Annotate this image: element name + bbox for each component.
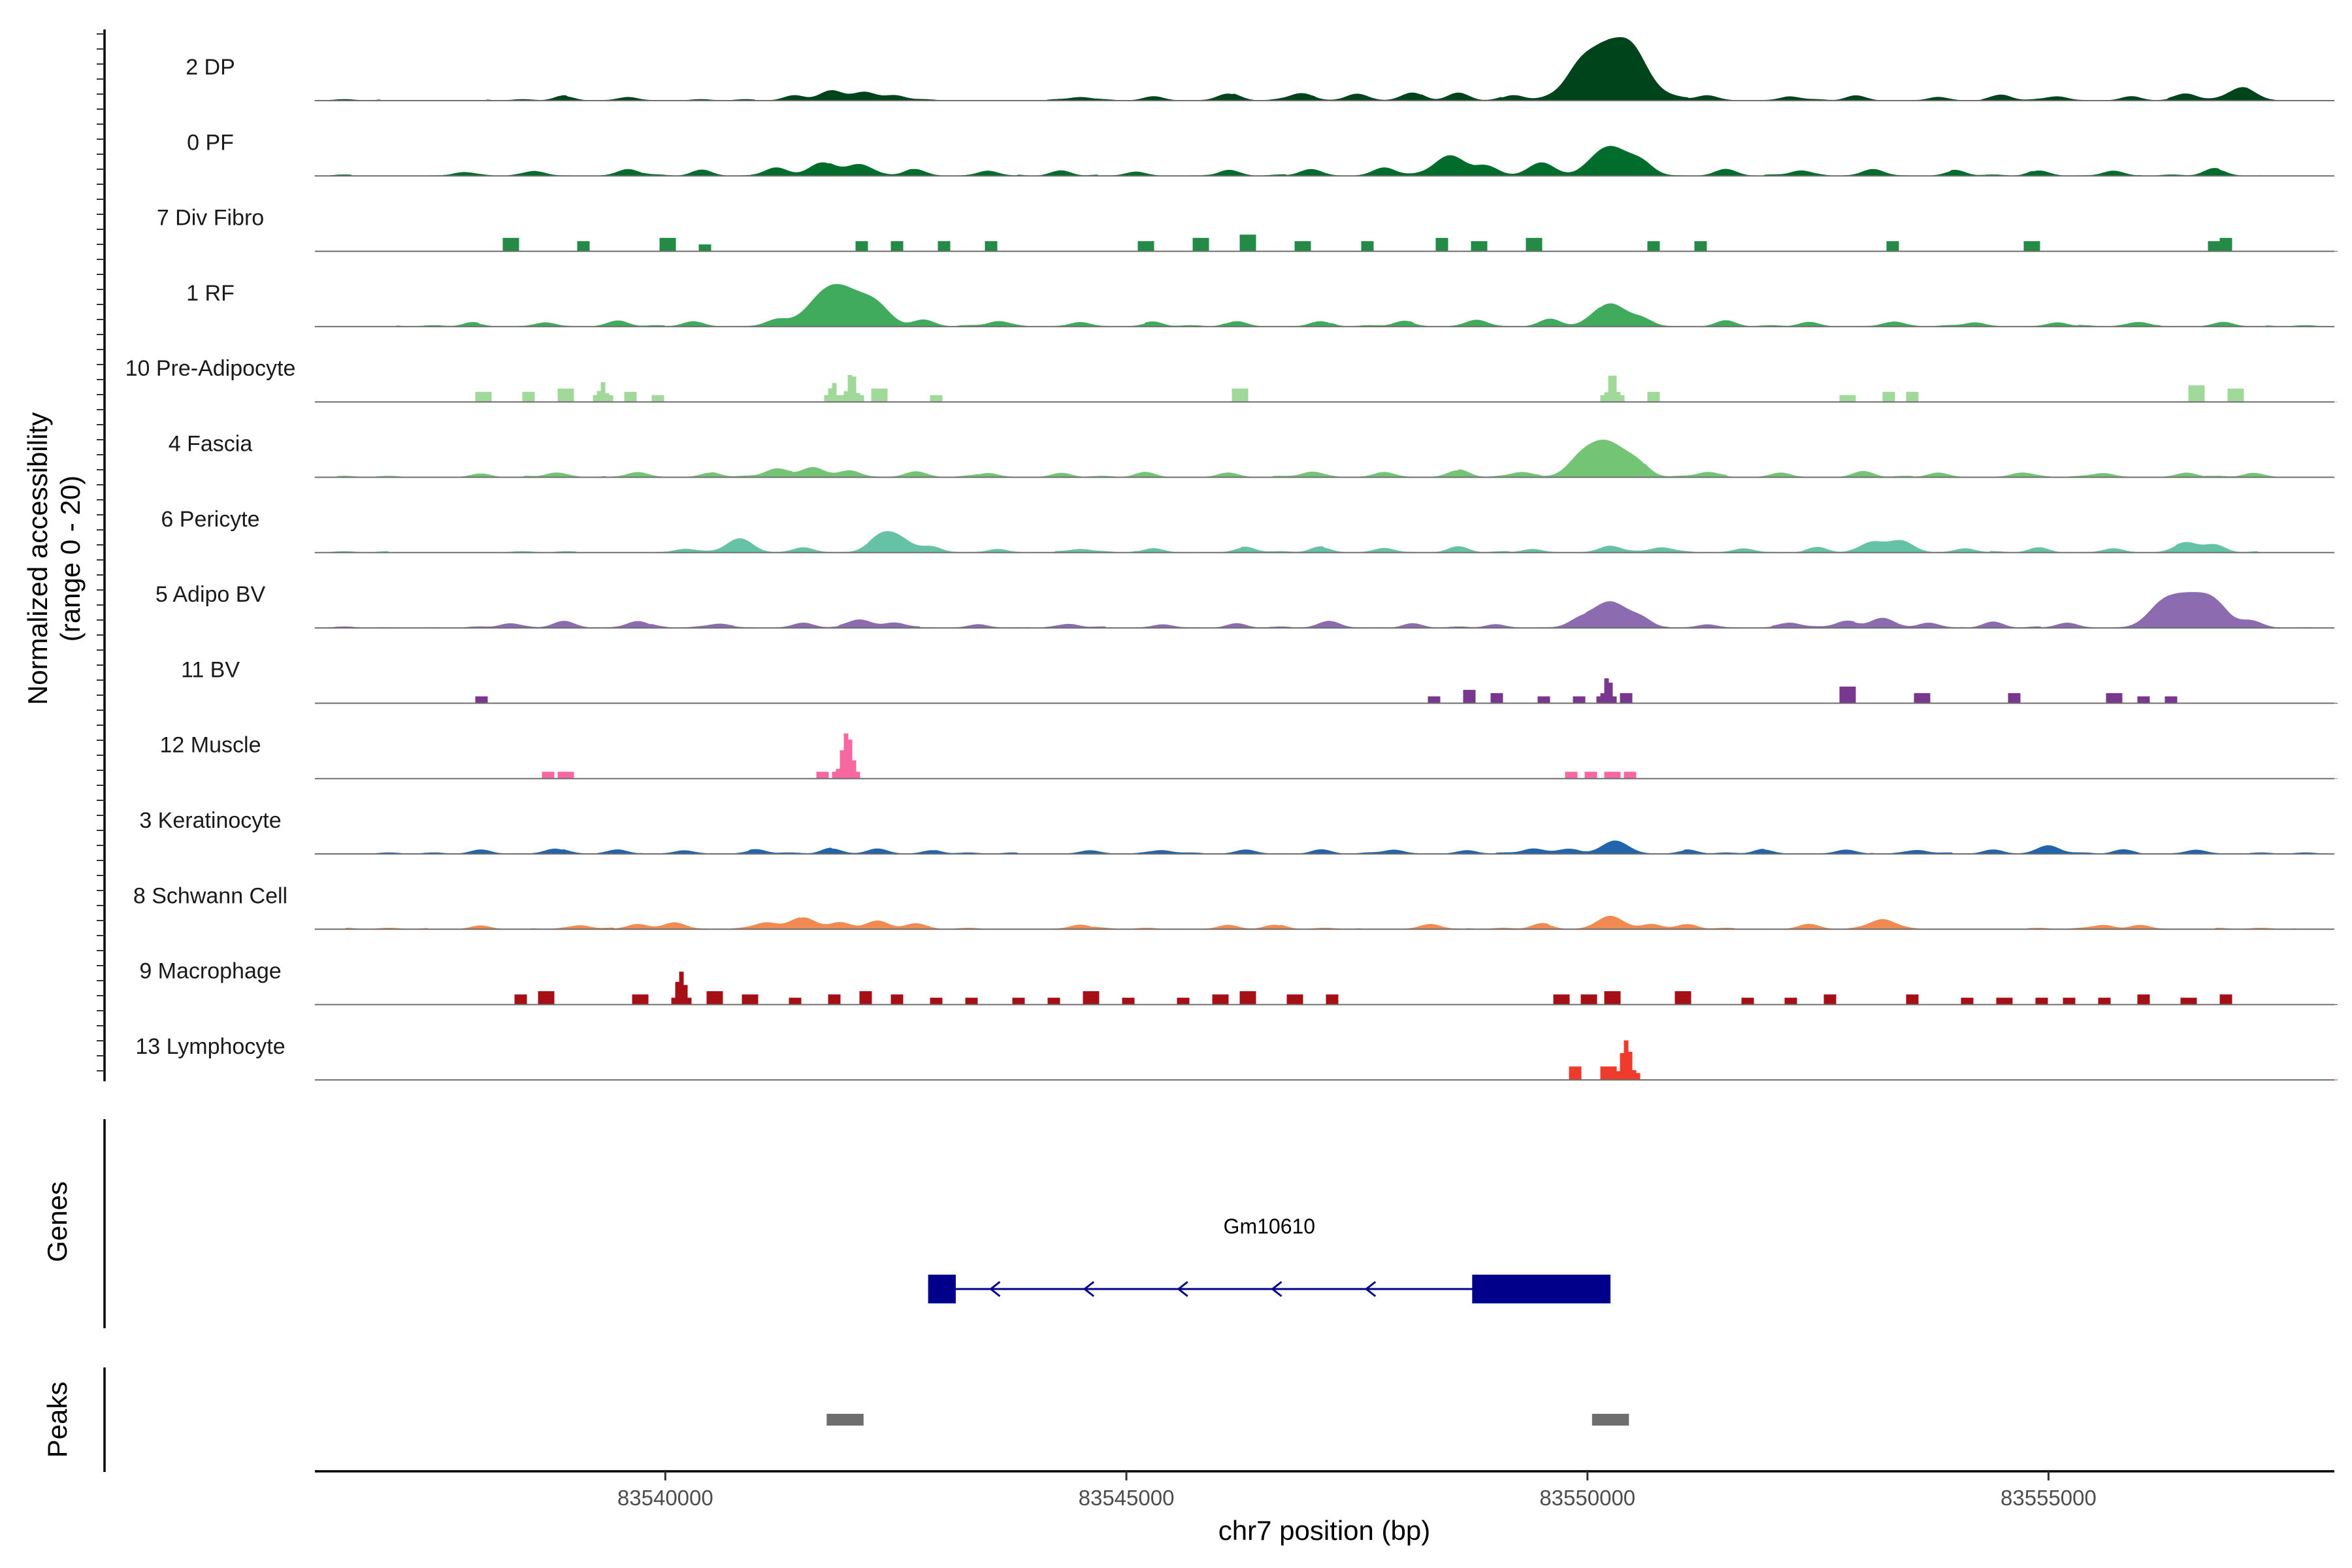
peak-region xyxy=(1592,1414,1629,1426)
track-4-fascia xyxy=(314,439,2335,478)
track-label: 4 Fascia xyxy=(169,432,253,457)
coverage-area xyxy=(314,439,2335,478)
track-10-pre-adipocyte xyxy=(315,374,2338,403)
track-label: 6 Pericyte xyxy=(161,507,259,532)
x-axis-ticks: 83540000 83545000 83550000 83555000 xyxy=(617,1471,2097,1510)
x-tick-label: 83540000 xyxy=(617,1486,713,1510)
coverage-area xyxy=(314,284,2335,327)
gene-exon xyxy=(928,1275,956,1303)
gene-name-label: Gm10610 xyxy=(1224,1215,1316,1238)
track-0-pf xyxy=(314,146,2335,177)
track-label: 13 Lymphocyte xyxy=(135,1034,285,1059)
track-label: 1 RF xyxy=(186,281,235,306)
strand-arrow xyxy=(1177,1281,1188,1298)
coverage-tracks xyxy=(314,37,2338,1081)
coverage-area xyxy=(314,915,2335,930)
coverage-area xyxy=(314,531,2335,553)
track-13-lymphocyte xyxy=(315,1040,2338,1081)
track-3-keratinocyte xyxy=(314,840,2335,855)
track-label: 0 PF xyxy=(187,130,234,155)
track-8-schwann-cell xyxy=(314,915,2335,930)
track-label: 8 Schwann Cell xyxy=(133,883,287,908)
coverage-area xyxy=(314,146,2335,176)
track-label: 9 Macrophage xyxy=(139,959,281,984)
strand-arrow xyxy=(1083,1281,1095,1298)
track-12-muscle xyxy=(315,733,2338,779)
coverage-area xyxy=(315,374,2338,402)
x-axis-title: chr7 position (bp) xyxy=(1218,1515,1431,1546)
track-1-rf xyxy=(314,284,2335,327)
coverage-area xyxy=(314,592,2335,629)
track-11-bv xyxy=(315,678,2338,704)
gene-model: Gm10610 xyxy=(928,1215,1611,1303)
peak-regions xyxy=(826,1414,1629,1426)
track-labels: 2 DP 0 PF 7 Div Fibro 1 RF 10 Pre-Adipocyte 4… xyxy=(125,55,296,1059)
y-axis-title: Normalized accessibility xyxy=(22,412,53,705)
track-label: 2 DP xyxy=(186,55,235,80)
track-label: 12 Muscle xyxy=(160,733,261,758)
track-2-dp xyxy=(314,37,2335,101)
strand-arrow xyxy=(1271,1281,1282,1298)
coverage-area xyxy=(315,678,2338,704)
peak-region xyxy=(826,1414,864,1426)
track-9-macrophage xyxy=(315,972,2338,1005)
track-label: 10 Pre-Adipocyte xyxy=(125,356,296,381)
strand-arrow xyxy=(988,1281,1001,1298)
coverage-area xyxy=(315,733,2338,779)
coverage-area xyxy=(315,235,2338,252)
gene-exon xyxy=(1472,1275,1611,1303)
y-axis-subtitle: (range 0 - 20) xyxy=(55,476,86,642)
peaks-panel-label: Peaks xyxy=(42,1382,73,1458)
strand-arrow xyxy=(1364,1281,1377,1298)
track-7-div-fibro xyxy=(315,235,2338,252)
y-axis xyxy=(97,29,106,1081)
track-label: 11 BV xyxy=(181,657,240,682)
x-tick-label: 83550000 xyxy=(1539,1486,1635,1510)
track-label: 5 Adipo BV xyxy=(155,582,266,607)
track-5-adipo-bv xyxy=(314,592,2335,629)
coverage-area xyxy=(314,37,2335,101)
coverage-area xyxy=(315,972,2338,1005)
track-label: 7 Div Fibro xyxy=(157,206,264,231)
coverage-area xyxy=(314,840,2335,855)
x-tick-label: 83555000 xyxy=(2001,1486,2097,1510)
x-tick-label: 83545000 xyxy=(1079,1486,1175,1510)
track-label: 3 Keratinocyte xyxy=(139,808,281,833)
coverage-area xyxy=(315,1040,2338,1081)
genes-panel-label: Genes xyxy=(42,1181,73,1262)
track-6-pericyte xyxy=(314,531,2335,553)
